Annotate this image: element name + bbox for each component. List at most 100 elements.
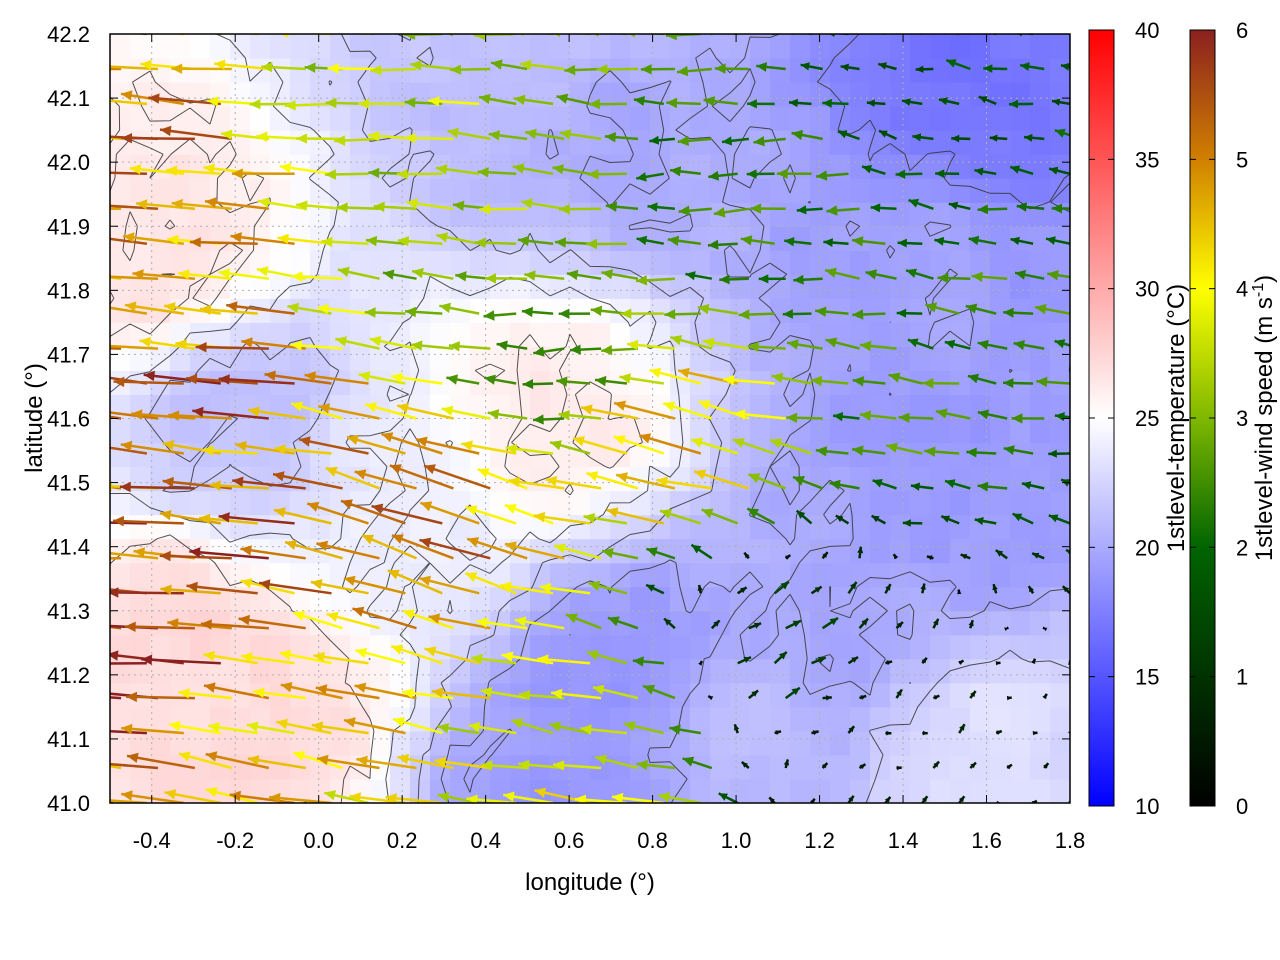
heatmap-cell [530, 394, 551, 420]
wind-vector [189, 237, 258, 248]
heatmap-cell [350, 538, 371, 564]
heatmap-cell [370, 274, 391, 299]
wind-vector-head [866, 99, 875, 107]
heatmap-cell [510, 178, 531, 203]
heatmap-cell [490, 34, 511, 59]
wind-vector [580, 724, 628, 735]
heatmap-cell [230, 178, 251, 203]
heatmap-cell [1010, 58, 1031, 83]
heatmap-cell [830, 34, 851, 59]
wind-vector [550, 688, 602, 700]
wind-vector [110, 306, 148, 315]
heatmap-cell [770, 82, 791, 107]
wind-vector [465, 505, 517, 525]
heatmap-cell [290, 634, 311, 660]
heatmap-cell [690, 202, 711, 227]
wind-vector-head [474, 237, 486, 248]
wind-vector-head [639, 433, 652, 444]
wind-vector [478, 93, 517, 106]
heatmap-cell [810, 82, 831, 107]
heatmap-cell [230, 706, 251, 732]
wind-vector-head [1012, 513, 1023, 522]
heatmap-cell [650, 442, 671, 468]
heatmap-cell [650, 298, 671, 323]
wind-vector-head [121, 133, 132, 144]
heatmap-cell [950, 370, 971, 395]
heatmap-cell [210, 250, 231, 275]
wind-vector-head [500, 581, 512, 592]
wind-vector-head [605, 201, 618, 212]
heatmap-cell [530, 658, 551, 684]
heatmap-cell [990, 706, 1011, 732]
wind-vector-head [285, 540, 297, 550]
heatmap-cell [710, 562, 731, 588]
heatmap-cell [590, 130, 611, 155]
heatmap-cell [1030, 58, 1051, 83]
heatmap-cell [670, 490, 691, 516]
heatmap-cell [790, 730, 811, 756]
heatmap-cell [1030, 34, 1051, 59]
heatmap-cell [1050, 706, 1070, 732]
heatmap-cell [690, 274, 711, 299]
wind-vector [519, 59, 565, 71]
heatmap-cell [730, 322, 751, 347]
y-tick-label: 41.2 [47, 663, 90, 688]
heatmap-cell [1010, 250, 1031, 275]
wind-vector-shaft [110, 312, 111, 314]
heatmap-cell [230, 730, 251, 756]
heatmap-cell [1050, 754, 1070, 780]
wind-label-end: ) [1251, 275, 1278, 283]
wind-vector-head [1006, 695, 1012, 701]
heatmap-cell [850, 634, 871, 660]
wind-vector-head [208, 722, 220, 733]
wind-vector-head [933, 695, 940, 700]
heatmap-cell [1050, 658, 1070, 684]
heatmap-cell [970, 34, 991, 59]
wind-vector [586, 650, 628, 665]
heatmap-cell [470, 514, 491, 540]
heatmap-cell [290, 58, 311, 83]
wind-vector-head [852, 445, 864, 456]
wind-vector-head [450, 64, 462, 75]
heatmap-cell [750, 514, 771, 540]
wind-vector [474, 237, 517, 248]
wind-vector-head [678, 367, 690, 378]
wind-vector-head [596, 64, 608, 75]
wind-vector [847, 581, 858, 595]
wind-vector-head [782, 309, 793, 319]
heatmap-cell [730, 490, 751, 516]
heatmap-cell [150, 658, 171, 684]
wind-vector [658, 792, 702, 803]
wind-vector [810, 585, 823, 595]
heatmap-cell [970, 250, 991, 275]
heatmap-cell [810, 58, 831, 83]
wind-vector-head [666, 97, 678, 109]
heatmap-cell [1030, 754, 1051, 780]
heatmap-cell [890, 538, 911, 564]
heatmap-cell [590, 34, 611, 59]
heatmap-cell [950, 346, 971, 371]
heatmap-cell [550, 586, 571, 612]
wind-vector-head [946, 59, 957, 68]
heatmap-cell [370, 178, 391, 203]
wind-vector [483, 310, 517, 321]
wind-vector [1002, 378, 1034, 389]
heatmap-cell [210, 418, 231, 444]
wind-vector-head [708, 696, 714, 701]
wind-vector-head [479, 204, 491, 215]
wind-vector-head [554, 543, 566, 554]
wind-vector-head [539, 583, 552, 594]
heatmap-cell [950, 274, 971, 299]
heatmap-cell [690, 250, 711, 275]
wind-vector-head [284, 100, 296, 111]
wind-vector [537, 654, 591, 665]
heatmap-cell [770, 562, 791, 588]
heatmap-cell [870, 58, 891, 83]
wind-vector-head [574, 794, 587, 803]
wind-vector [884, 583, 892, 594]
wind-vector-head [1043, 627, 1048, 632]
heatmap-cell [790, 370, 811, 395]
heatmap-cell [850, 418, 871, 444]
heatmap-cell [970, 682, 991, 708]
heatmap-cell [750, 178, 771, 203]
